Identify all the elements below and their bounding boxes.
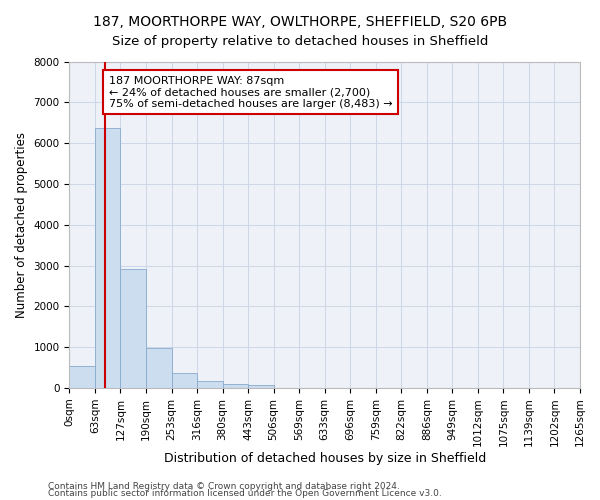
Bar	[70, 366, 95, 388]
Text: Contains public sector information licensed under the Open Government Licence v3: Contains public sector information licen…	[48, 489, 442, 498]
Bar	[95, 128, 121, 388]
Bar	[121, 269, 146, 388]
Bar	[146, 348, 172, 388]
X-axis label: Distribution of detached houses by size in Sheffield: Distribution of detached houses by size …	[164, 452, 486, 465]
Bar	[223, 384, 248, 388]
Y-axis label: Number of detached properties: Number of detached properties	[15, 132, 28, 318]
Text: 187 MOORTHORPE WAY: 87sqm
← 24% of detached houses are smaller (2,700)
75% of se: 187 MOORTHORPE WAY: 87sqm ← 24% of detac…	[109, 76, 392, 108]
Bar	[172, 373, 197, 388]
Text: Contains HM Land Registry data © Crown copyright and database right 2024.: Contains HM Land Registry data © Crown c…	[48, 482, 400, 491]
Text: Size of property relative to detached houses in Sheffield: Size of property relative to detached ho…	[112, 35, 488, 48]
Bar	[248, 386, 274, 388]
Text: 187, MOORTHORPE WAY, OWLTHORPE, SHEFFIELD, S20 6PB: 187, MOORTHORPE WAY, OWLTHORPE, SHEFFIEL…	[93, 15, 507, 29]
Bar	[197, 381, 223, 388]
